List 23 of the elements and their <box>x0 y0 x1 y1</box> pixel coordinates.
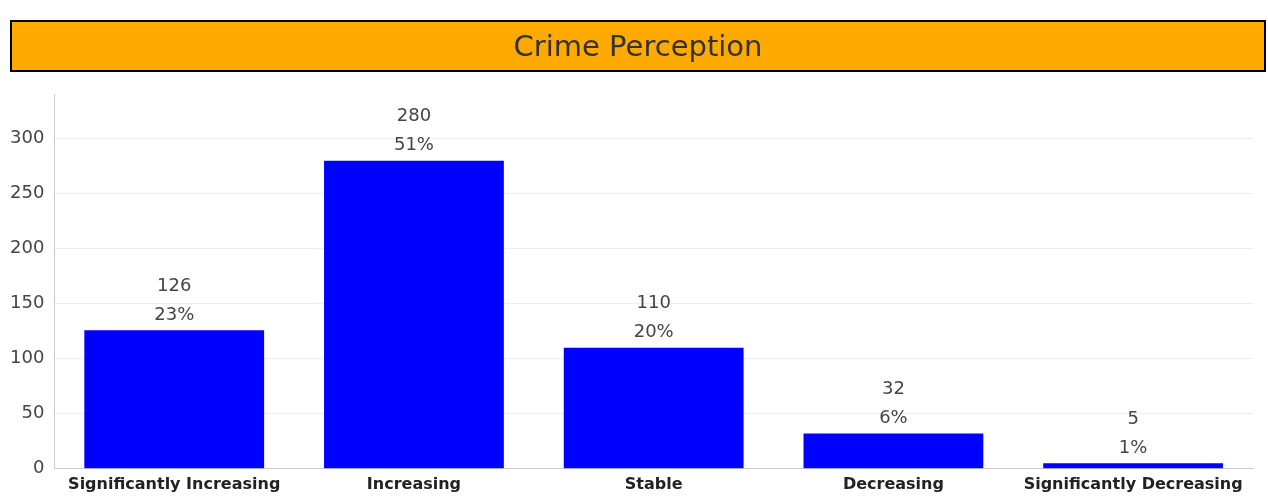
bar <box>84 330 265 469</box>
y-tick-label: 200 <box>10 236 45 258</box>
y-tick-label: 150 <box>10 291 45 313</box>
bar <box>803 433 984 469</box>
data-label: 110 20% <box>633 291 674 342</box>
x-tick-label: Significantly Increasing <box>68 473 281 493</box>
x-tick-label: Significantly Decreasing <box>1023 473 1243 493</box>
x-tick-label: Decreasing <box>842 473 944 493</box>
y-tick-label: 50 <box>21 401 45 423</box>
bar <box>324 160 504 469</box>
chart-title: Crime Perception <box>10 20 1266 72</box>
x-tick-label: Stable <box>624 473 683 493</box>
data-label: 5 1% <box>1118 406 1148 457</box>
bar <box>1043 463 1224 469</box>
data-label: 280 51% <box>393 104 434 155</box>
y-tick-label: 250 <box>10 181 45 203</box>
data-label: 32 6% <box>879 377 908 428</box>
data-label: 126 23% <box>154 273 195 324</box>
bar <box>563 347 744 469</box>
y-tick-label: 300 <box>10 126 45 148</box>
y-tick-label: 100 <box>10 346 45 368</box>
y-tick-label: 0 <box>32 456 45 478</box>
x-tick-label: Increasing <box>366 473 462 493</box>
